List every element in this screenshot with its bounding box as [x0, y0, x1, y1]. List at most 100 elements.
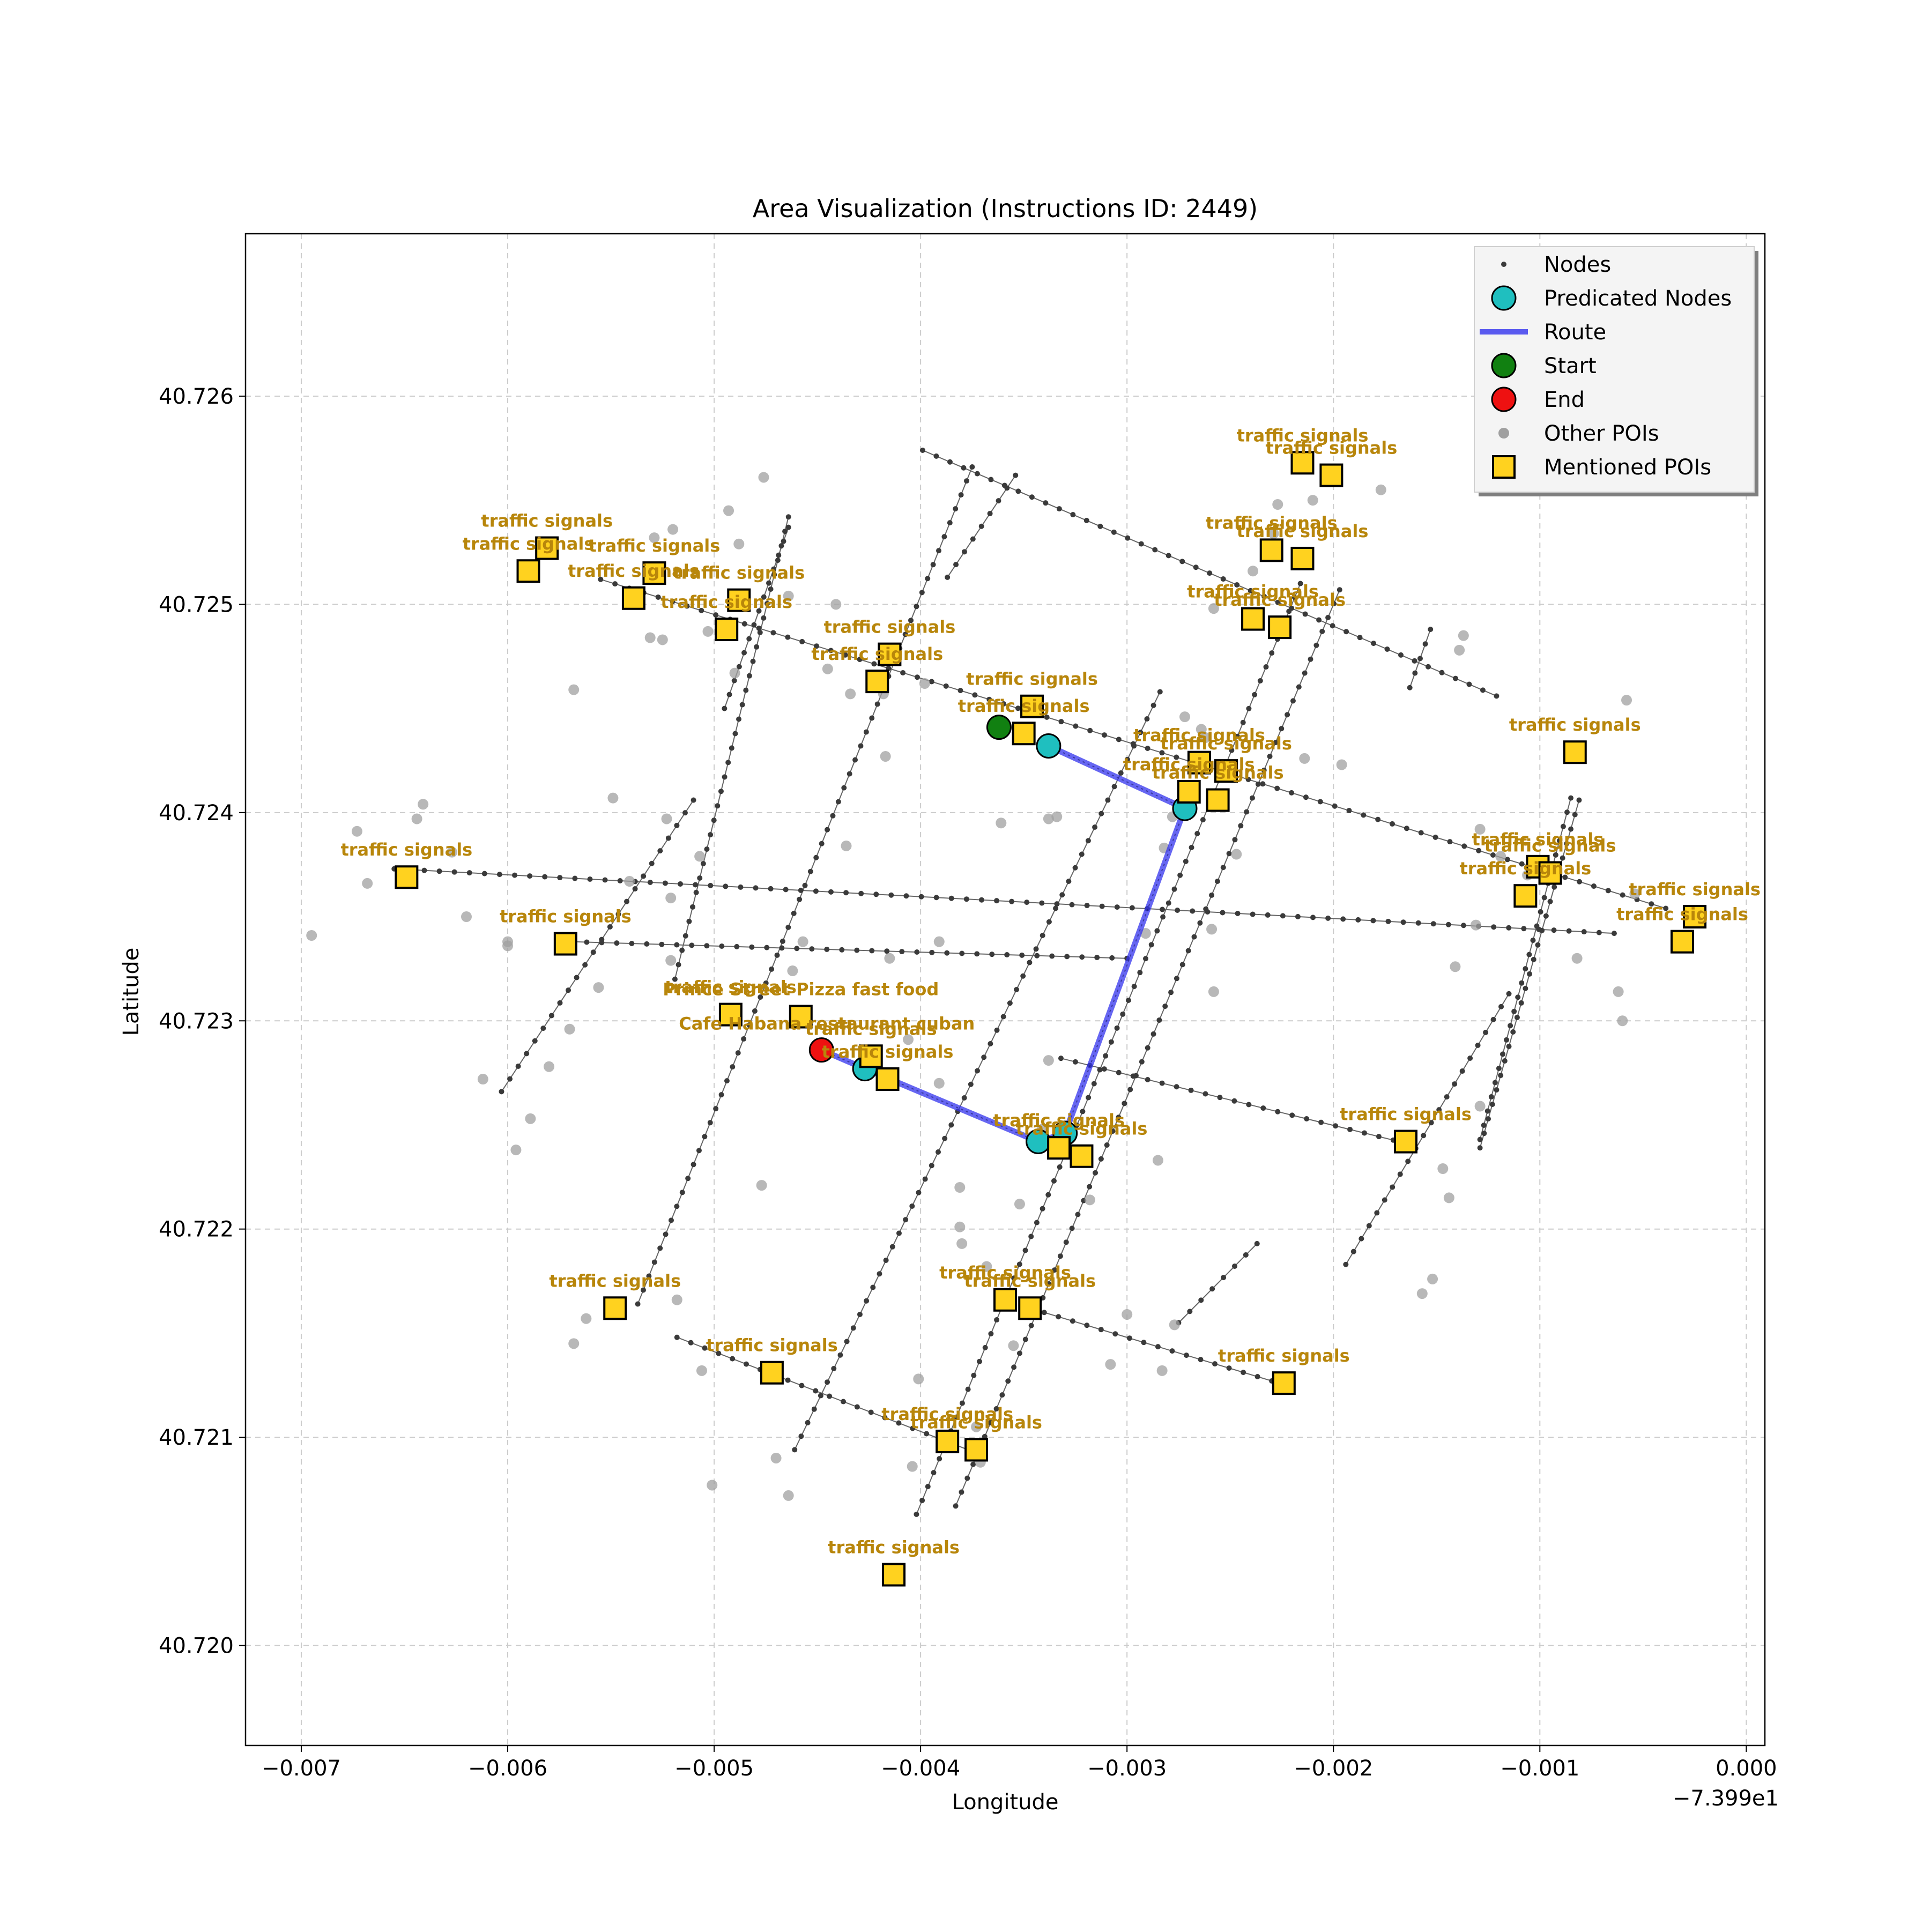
street-node [974, 471, 980, 477]
other-poi-marker [758, 472, 769, 483]
street-node [743, 687, 749, 693]
street-node [1359, 1236, 1364, 1242]
street-node [1171, 886, 1177, 892]
street-node [971, 1372, 977, 1378]
street-node [602, 877, 608, 883]
street-node [1112, 1331, 1118, 1337]
other-poi-marker [1231, 849, 1242, 860]
street-node [1663, 905, 1669, 911]
other-poi-marker [1299, 753, 1310, 764]
street-node [828, 889, 834, 895]
street-node [1019, 952, 1025, 958]
street-node [1620, 892, 1625, 898]
street-node [1191, 934, 1197, 940]
street-node [1104, 1142, 1110, 1148]
street-node [1016, 1261, 1022, 1267]
legend-item-predicted: Predicated Nodes [1491, 285, 1732, 311]
street-node [1072, 1059, 1078, 1065]
street-node [1452, 675, 1458, 681]
other-poi-marker [1416, 1288, 1428, 1299]
street-node [1207, 570, 1213, 576]
street-node [1154, 928, 1160, 934]
mentioned-poi-label: traffic signals [1123, 754, 1255, 775]
street-node [1347, 1126, 1353, 1132]
street-node [736, 716, 742, 722]
street-node [870, 1284, 876, 1290]
street-node [978, 897, 984, 903]
street-node [726, 692, 732, 697]
street-node [1531, 956, 1536, 962]
street-node [646, 1273, 652, 1279]
legend-label: Start [1544, 354, 1597, 378]
street-node [970, 1461, 976, 1467]
street-node [572, 875, 578, 881]
street-node [792, 1447, 798, 1453]
street-node [1496, 1065, 1502, 1071]
street-node [700, 861, 706, 866]
street-node [746, 636, 752, 642]
street-node [1148, 942, 1154, 948]
legend-swatch-end [1491, 387, 1517, 412]
street-node [1212, 1361, 1218, 1367]
street-node [1168, 990, 1174, 995]
street-node [1039, 900, 1045, 906]
other-poi-marker [1470, 919, 1481, 931]
street-node [691, 1162, 696, 1168]
street-node [910, 1425, 916, 1431]
street-node [1596, 930, 1602, 935]
street-node [959, 1489, 964, 1495]
street-node [989, 952, 995, 957]
street-node [466, 870, 472, 876]
street-node [761, 594, 767, 600]
street-node [937, 1456, 942, 1462]
street-segment [1345, 993, 1510, 1265]
legend-item-end: End [1491, 387, 1585, 412]
street-node [1001, 701, 1007, 707]
mentioned-poi-label: traffic signals [1160, 733, 1292, 754]
street-node [1056, 506, 1062, 512]
street-node [617, 878, 623, 884]
street-node [830, 813, 836, 819]
street-node [751, 622, 757, 628]
street-node [813, 888, 819, 894]
street-node [982, 1344, 988, 1350]
street-node [1506, 925, 1512, 931]
street-node [1220, 910, 1226, 916]
street-node [1097, 523, 1103, 529]
other-poi-marker [644, 632, 656, 643]
street-node [1310, 915, 1316, 920]
street-node [1040, 1206, 1045, 1212]
legend-box [1474, 246, 1755, 493]
street-node [1274, 785, 1280, 791]
legend: Nodes Predicated Nodes Route Start End Other … [1474, 246, 1758, 496]
street-node [1343, 629, 1349, 635]
street-node [785, 924, 791, 930]
other-poi-marker [954, 1182, 966, 1193]
street-node [1143, 956, 1149, 962]
street-node [1080, 1109, 1086, 1114]
street-node [1160, 906, 1166, 912]
street-node [1034, 953, 1040, 958]
street-node [799, 638, 805, 644]
street-node [1518, 1000, 1524, 1006]
street-node [964, 1475, 970, 1481]
street-node [651, 1259, 657, 1265]
street-node [811, 1406, 817, 1412]
legend-label: End [1544, 388, 1585, 412]
street-node [1452, 1081, 1458, 1087]
other-poi-marker [1179, 711, 1190, 723]
route-endpoints [808, 715, 1012, 1063]
street-node [1041, 1310, 1047, 1316]
street-node [1079, 851, 1085, 857]
other-poi-marker [1613, 986, 1624, 997]
street-node [1564, 841, 1570, 846]
street-node [1260, 781, 1266, 787]
street-node [730, 1356, 736, 1362]
street-node [1125, 998, 1131, 1004]
mentioned-poi-marker [1241, 607, 1265, 631]
street-node [1551, 927, 1557, 933]
other-poi-marker [822, 663, 833, 674]
mentioned-poi-label: traffic signals [964, 1270, 1096, 1291]
street-node [1203, 906, 1209, 912]
